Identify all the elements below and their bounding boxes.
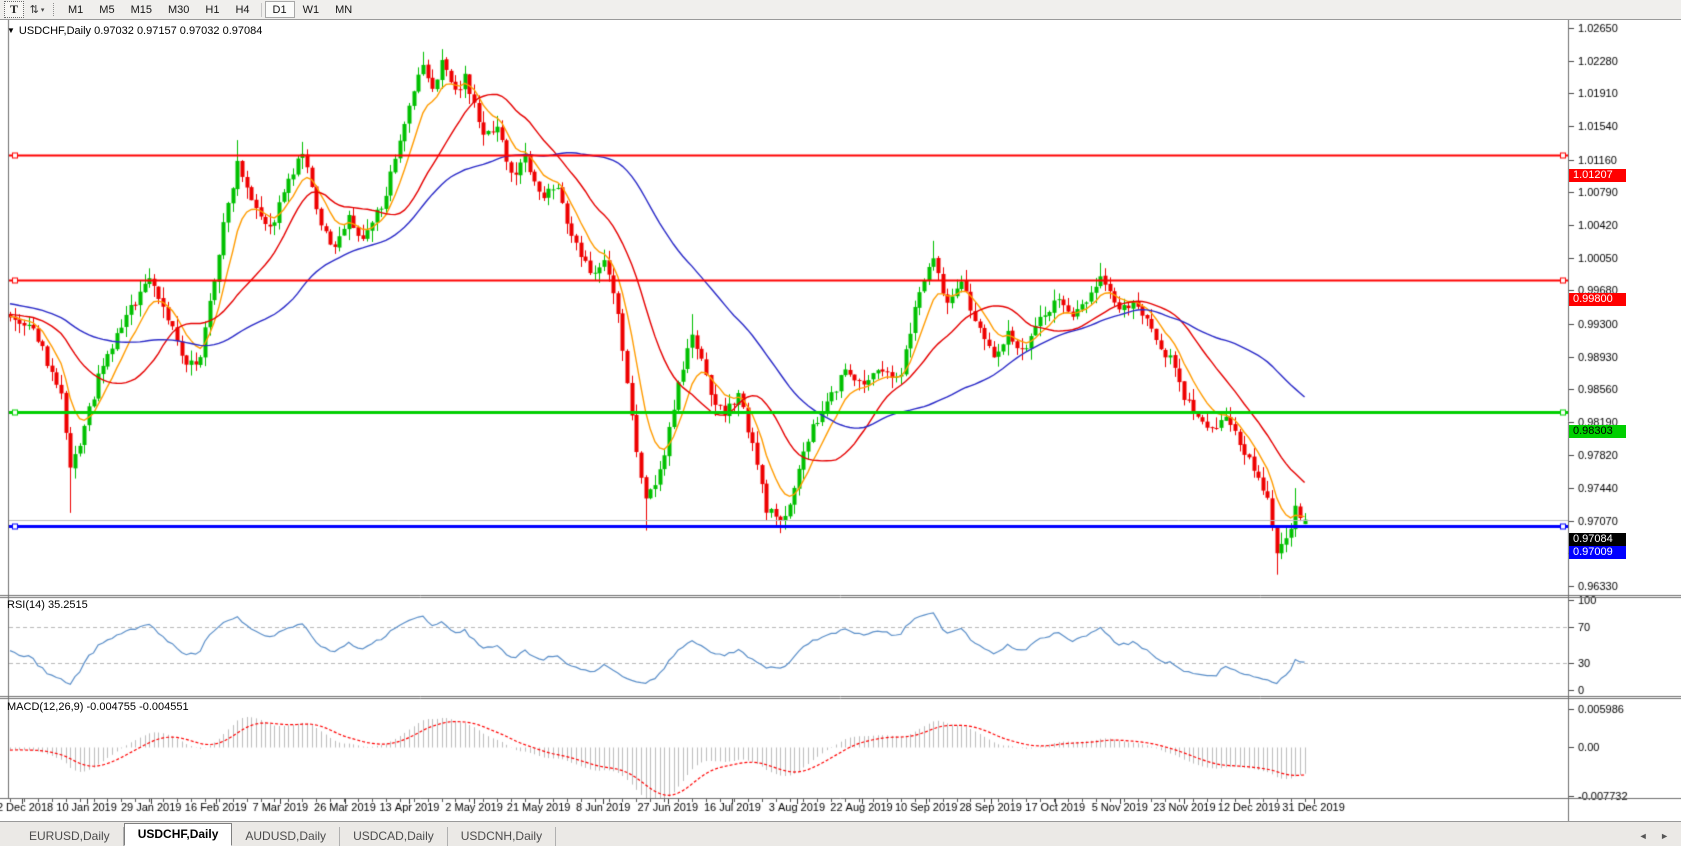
chart-tab-bar: EURUSD,Daily USDCHF,Daily AUDUSD,Daily U… [0, 821, 1681, 846]
toolbar: T ⇅ ▾ M1 M5 M15 M30 H1 H4 D1 W1 MN [0, 0, 1681, 20]
timeframe-button-m1[interactable]: M1 [60, 1, 91, 18]
tab-eurusd-daily[interactable]: EURUSD,Daily [16, 827, 124, 846]
tab-usdchf-daily[interactable]: USDCHF,Daily [123, 823, 233, 846]
timeframe-button-h4[interactable]: H4 [227, 1, 257, 18]
timeframe-button-m30[interactable]: M30 [160, 1, 197, 18]
tab-scrollers: ◄ ► [1629, 831, 1669, 841]
toolbar-separator [260, 2, 262, 17]
timeframe-button-mn[interactable]: MN [327, 1, 360, 18]
toolbar-grip[interactable] [53, 3, 54, 16]
double-arrow-icon: ⇅ [29, 4, 39, 16]
timeframe-button-w1[interactable]: W1 [295, 1, 328, 18]
cursor-arrows-button[interactable]: ⇅ ▾ [28, 2, 46, 17]
timeframe-button-m5[interactable]: M5 [91, 1, 122, 18]
chart-area: ▼ USDCHF,Daily 0.97032 0.97157 0.97032 0.… [0, 20, 1681, 823]
timeframe-button-d1[interactable]: D1 [264, 1, 295, 18]
tab-usdcnh-daily[interactable]: USDCNH,Daily [448, 827, 557, 846]
text-tool-button[interactable]: T [4, 1, 24, 18]
tab-scroll-right-icon[interactable]: ► [1660, 831, 1669, 841]
tab-audusd-daily[interactable]: AUDUSD,Daily [232, 827, 341, 846]
tab-scroll-left-icon[interactable]: ◄ [1638, 831, 1648, 841]
tab-usdcad-daily[interactable]: USDCAD,Daily [340, 827, 448, 846]
timeframe-button-m15[interactable]: M15 [123, 1, 160, 18]
dropdown-caret-icon: ▾ [40, 6, 45, 14]
text-tool-icon: T [9, 2, 18, 16]
price-chart-canvas[interactable] [0, 20, 1681, 823]
timeframe-button-h1[interactable]: H1 [197, 1, 227, 18]
